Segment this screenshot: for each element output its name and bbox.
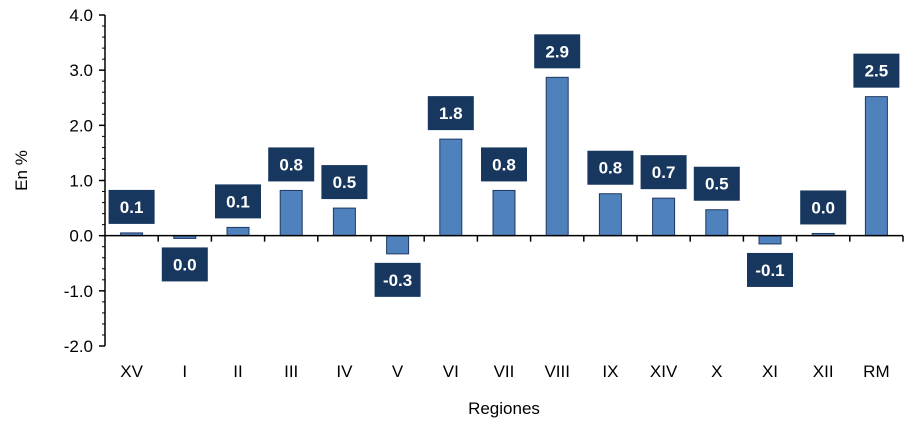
- data-label-text: 0.7: [652, 163, 676, 182]
- y-axis: [99, 14, 106, 347]
- data-label-box: [161, 247, 208, 282]
- data-label-text: 0.5: [333, 173, 357, 192]
- data-label-text: 0.0: [173, 255, 197, 274]
- x-axis: [105, 234, 904, 242]
- data-label: -0.3: [374, 262, 421, 297]
- bars: [120, 76, 888, 255]
- x-tick-label: X: [711, 362, 722, 381]
- data-label: -0.1: [747, 252, 793, 287]
- data-label: 0.5: [321, 165, 368, 200]
- x-tick-label: V: [392, 362, 404, 381]
- x-tick-label: XII: [813, 362, 834, 381]
- data-label-box: [587, 150, 634, 185]
- data-label: 2.9: [534, 34, 581, 69]
- data-label-text: 0.5: [705, 175, 729, 194]
- data-label-text: 0.1: [226, 192, 250, 211]
- x-tick-label: IV: [336, 362, 353, 381]
- x-tick-label: XV: [120, 362, 143, 381]
- y-tick-label: 0.0: [69, 227, 93, 246]
- x-tick-label: RM: [863, 362, 889, 381]
- data-label-box: [534, 34, 581, 69]
- x-tick-label: XI: [762, 362, 778, 381]
- bar-viii: [545, 76, 569, 237]
- bar-ii: [226, 226, 250, 237]
- data-label-text: 0.1: [120, 198, 144, 217]
- data-label: 2.5: [853, 53, 900, 88]
- data-label-box: [747, 252, 793, 287]
- bar-iv: [332, 207, 356, 237]
- data-label: 0.1: [215, 184, 261, 219]
- y-tick-label: 3.0: [69, 61, 93, 80]
- data-label-text: 0.8: [599, 159, 623, 178]
- bar-ix: [598, 193, 622, 237]
- data-label-box: [427, 96, 474, 131]
- x-tick-label: VI: [443, 362, 459, 381]
- y-tick-labels: 4.0 3.0 2.0 1.0 0.0 -1.0 -2.0: [64, 6, 93, 356]
- data-label-text: 2.9: [545, 42, 569, 61]
- data-label-box: [321, 165, 368, 200]
- y-tick-label: -1.0: [64, 282, 93, 301]
- bar-xiv: [652, 197, 676, 237]
- x-tick-label: VIII: [544, 362, 570, 381]
- x-tick-label: XIV: [650, 362, 678, 381]
- bar-x: [705, 209, 729, 237]
- bar-v: [386, 235, 410, 255]
- y-tick-label: 1.0: [69, 172, 93, 191]
- bar-xi: [758, 235, 782, 245]
- y-axis-title: En %: [12, 150, 31, 191]
- data-label-text: 0.0: [811, 198, 835, 217]
- x-tick-label: VII: [494, 362, 515, 381]
- x-tick-label: II: [233, 362, 242, 381]
- data-label: 0.1: [108, 189, 155, 224]
- data-label-box: [481, 147, 527, 182]
- y-tick-label: 4.0: [69, 6, 93, 25]
- x-tick-label: III: [284, 362, 298, 381]
- data-label: 0.8: [587, 150, 634, 185]
- bar-iii: [279, 189, 303, 237]
- data-label-text: 1.8: [439, 104, 463, 123]
- data-label-text: -0.1: [755, 261, 784, 280]
- data-label-text: 0.8: [279, 155, 303, 174]
- data-labels: 0.1 0.0 0.1 0.8 0.5 -0.3 1.8 0.8 2.9 0.8 0.7 0.5 -0.…: [108, 34, 900, 297]
- data-label-box: [374, 262, 421, 297]
- data-label-box: [215, 184, 261, 219]
- bar-rm: [864, 96, 888, 237]
- data-label-box: [800, 190, 847, 225]
- data-label-text: 2.5: [865, 62, 889, 81]
- data-label: 0.8: [268, 147, 315, 182]
- x-tick-labels: XV I II III IV V VI VII VIII IX XIV X XI XII RM: [120, 362, 889, 381]
- x-axis-title: Regiones: [468, 399, 540, 418]
- data-label: 1.8: [427, 96, 474, 131]
- data-label: 0.0: [800, 190, 847, 225]
- y-tick-label: 2.0: [69, 116, 93, 135]
- bar-vi: [439, 138, 463, 237]
- data-label: 0.7: [640, 155, 687, 190]
- bar-vii: [492, 189, 516, 237]
- data-label-box: [693, 166, 740, 201]
- data-label-text: 0.8: [492, 155, 516, 174]
- x-tick-label: IX: [602, 362, 618, 381]
- data-label: 0.5: [693, 166, 740, 201]
- data-label-text: -0.3: [383, 271, 412, 290]
- data-label-box: [853, 53, 900, 88]
- data-label: 0.0: [161, 247, 208, 282]
- y-tick-label: -2.0: [64, 337, 93, 356]
- data-label-box: [640, 155, 687, 190]
- x-tick-label: I: [182, 362, 187, 381]
- data-label-box: [268, 147, 315, 182]
- data-label: 0.8: [481, 147, 527, 182]
- data-label-box: [108, 189, 155, 224]
